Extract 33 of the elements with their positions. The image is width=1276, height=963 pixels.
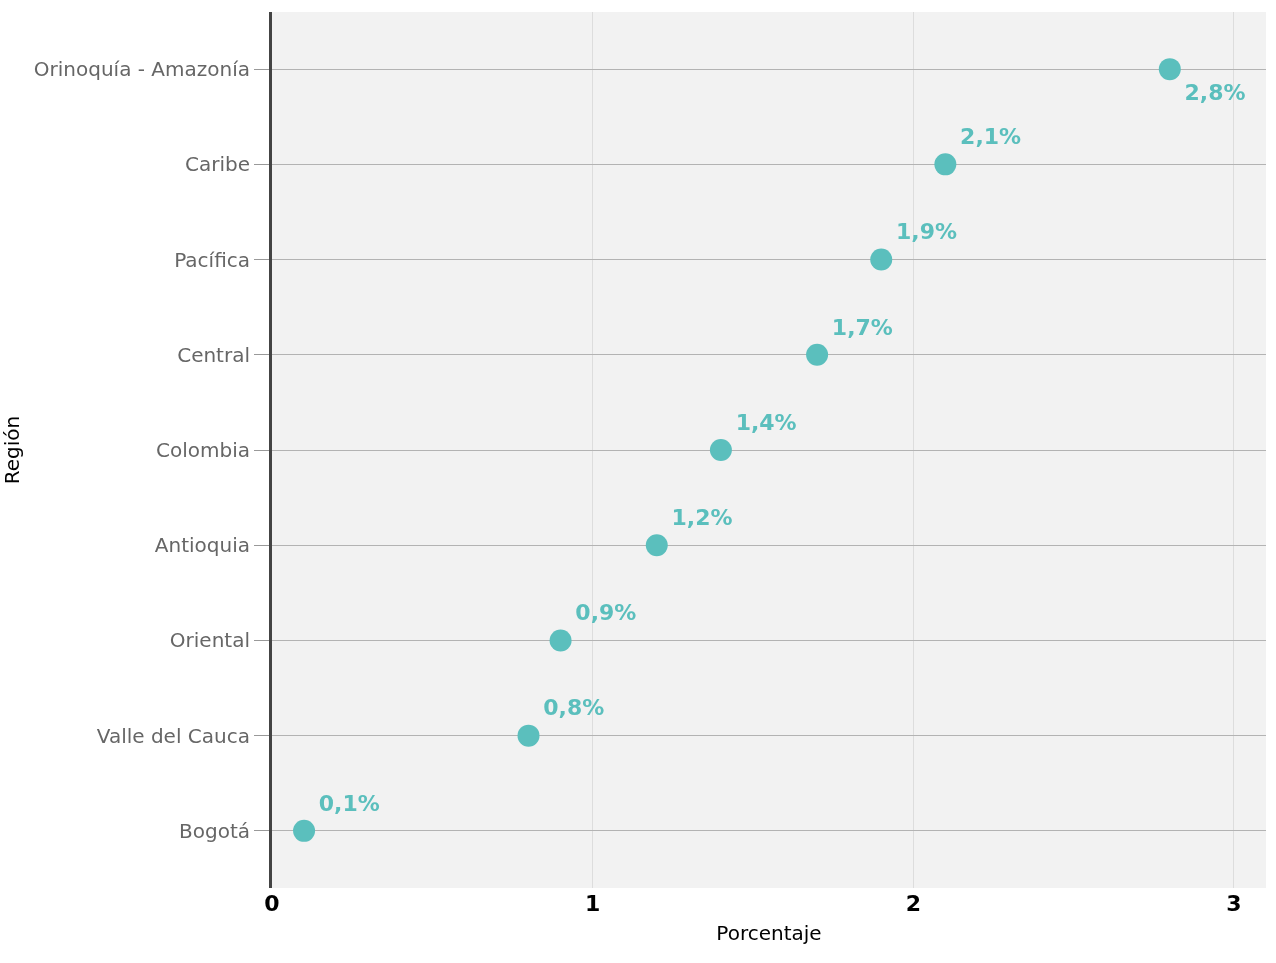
- point: [1158, 58, 1181, 81]
- data-label: 1,7%: [831, 314, 893, 340]
- data-label: 1,9%: [895, 219, 957, 245]
- y-tick-label: Caribe: [185, 152, 250, 177]
- point: [709, 439, 732, 461]
- y-tick-label: Oriental: [169, 628, 250, 653]
- data-label: 0,1%: [318, 790, 380, 816]
- data-label: 0,9%: [575, 600, 637, 626]
- data-label: 0,8%: [543, 695, 605, 721]
- data-label: 2,1%: [960, 124, 1022, 150]
- point: [517, 724, 540, 747]
- y-axis-title: Región: [0, 415, 24, 485]
- data-label: 2,8%: [1184, 80, 1246, 106]
- point: [293, 819, 316, 842]
- x-tick-label: 1: [584, 891, 601, 916]
- y-tick-label: Orinoquía - Amazonía: [33, 57, 250, 82]
- y-tick-label: Valle del Cauca: [96, 723, 250, 748]
- y-tick-label: Bogotá: [179, 818, 250, 843]
- point: [934, 153, 957, 176]
- point: [806, 343, 829, 366]
- x-axis-title: Porcentaje: [716, 920, 822, 945]
- point: [549, 629, 572, 652]
- y-tick-label: Antioquia: [154, 533, 250, 558]
- point: [870, 248, 893, 271]
- x-tick-label: 2: [905, 891, 921, 916]
- point: [645, 534, 668, 557]
- y-tick-label: Pacífica: [174, 247, 250, 272]
- x-tick-label: 0: [264, 891, 280, 916]
- y-tick-label: Colombia: [156, 438, 250, 462]
- x-tick-label: 3: [1226, 891, 1242, 916]
- data-label: 1,2%: [671, 504, 733, 530]
- data-label: 1,4%: [735, 409, 797, 435]
- y-tick-label: Central: [177, 342, 250, 367]
